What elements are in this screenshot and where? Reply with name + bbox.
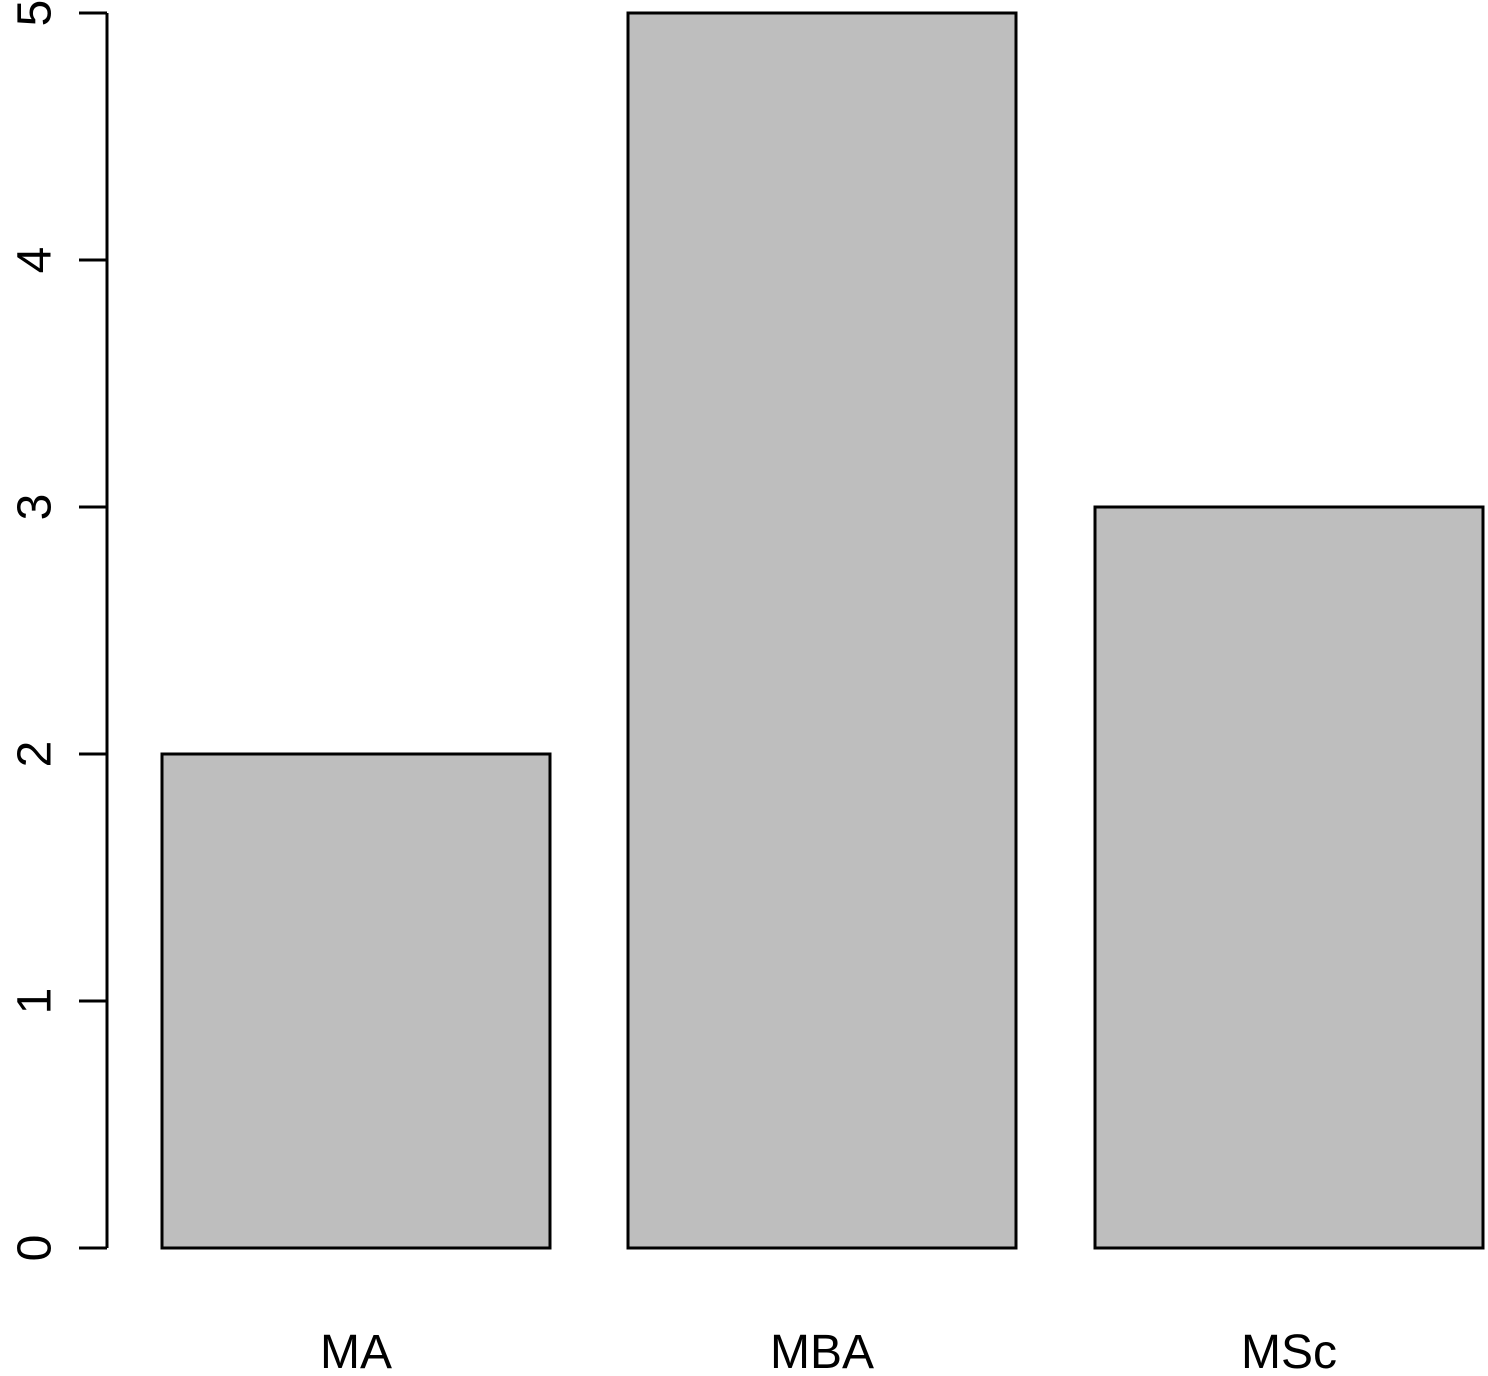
bar-ma	[160, 752, 552, 1250]
bar-msc	[1093, 505, 1485, 1250]
y-tick-label-2: 2	[9, 741, 62, 768]
bar-mba	[626, 11, 1018, 1250]
x-axis-labels: MA MBA MSc	[320, 1326, 1337, 1376]
x-tick-label-mba: MBA	[770, 1326, 874, 1371]
y-tick-label-5: 5	[9, 0, 62, 26]
y-tick-label-4: 4	[9, 247, 62, 274]
x-tick-label-msc: MSc	[1241, 1326, 1337, 1371]
y-tick-label-1: 1	[9, 988, 62, 1015]
y-tick-label-3: 3	[9, 494, 62, 521]
y-axis: 0 1 2 3 4 5	[9, 0, 109, 1262]
y-tick-label-0: 0	[9, 1235, 62, 1262]
x-tick-label-ma: MA	[320, 1326, 392, 1371]
bars-layer	[160, 11, 1485, 1250]
